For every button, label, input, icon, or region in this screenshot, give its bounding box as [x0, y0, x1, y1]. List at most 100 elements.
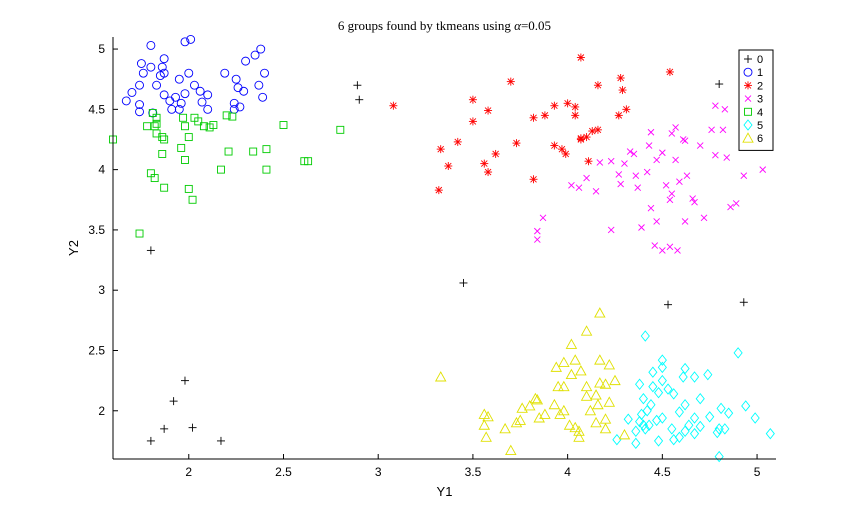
data-point — [582, 133, 591, 142]
data-point — [146, 62, 156, 72]
legend-marker — [744, 55, 752, 63]
data-point — [506, 77, 515, 86]
data-point — [158, 150, 167, 158]
data-point — [733, 347, 743, 359]
data-point — [640, 423, 650, 435]
x-tick-label: 3 — [375, 465, 382, 479]
data-point — [336, 125, 345, 134]
data-point — [659, 247, 666, 254]
data-point — [573, 431, 585, 442]
data-point — [529, 113, 538, 122]
data-point — [181, 156, 189, 164]
data-point — [444, 162, 453, 171]
data-point — [607, 157, 615, 165]
legend-marker — [742, 132, 754, 143]
chart-title-alpha: α — [514, 18, 522, 33]
data-point — [684, 419, 694, 431]
data-point — [592, 188, 600, 195]
data-point — [720, 423, 730, 435]
data-point — [691, 198, 698, 206]
data-point — [571, 102, 580, 111]
data-point — [635, 378, 645, 390]
data-point — [190, 80, 199, 90]
data-point — [135, 229, 144, 238]
data-point — [615, 171, 623, 178]
data-point — [609, 374, 621, 386]
chart-title: 6 groups found by tkmeans using α=0.05 — [338, 18, 551, 33]
data-point — [534, 236, 541, 243]
data-point — [593, 125, 602, 134]
data-point — [721, 106, 729, 113]
data-point — [434, 371, 447, 382]
series-0 — [146, 80, 748, 445]
data-point — [593, 81, 602, 90]
data-point — [529, 392, 542, 404]
data-point — [647, 204, 655, 212]
series-1 — [121, 34, 269, 118]
data-point — [262, 145, 271, 154]
legend-label: 5 — [757, 120, 763, 132]
y-tick-label: 3 — [98, 283, 105, 297]
data-point — [484, 168, 493, 177]
data-point — [603, 359, 616, 370]
data-point — [680, 399, 690, 411]
data-point — [695, 420, 705, 433]
data-point — [678, 371, 688, 383]
data-point — [482, 410, 494, 422]
data-point — [652, 414, 662, 427]
data-point — [653, 435, 664, 447]
data-point — [631, 437, 641, 450]
data-point — [653, 156, 660, 164]
data-point — [203, 104, 213, 114]
data-point — [510, 416, 523, 428]
legend-marker — [744, 107, 752, 116]
data-point — [159, 54, 169, 64]
data-point — [304, 157, 313, 166]
data-point — [689, 195, 696, 202]
data-point — [689, 427, 700, 440]
series-3 — [534, 102, 767, 254]
data-point — [157, 62, 167, 72]
data-point — [453, 137, 462, 146]
data-point — [138, 68, 148, 78]
data-point — [664, 300, 673, 309]
data-point — [674, 406, 684, 418]
data-point — [539, 408, 551, 419]
data-point — [674, 247, 681, 254]
data-point — [552, 380, 564, 392]
data-point — [666, 243, 674, 251]
data-point — [197, 97, 207, 107]
data-point — [668, 190, 676, 198]
data-point — [630, 150, 638, 158]
data-point — [705, 411, 715, 423]
legend-label: 1 — [757, 67, 763, 79]
data-point — [676, 178, 683, 186]
data-point — [478, 419, 491, 430]
data-point — [143, 122, 152, 131]
data-point — [741, 400, 751, 412]
data-point — [667, 423, 677, 435]
legend-label: 4 — [757, 107, 763, 119]
data-point — [176, 98, 186, 108]
legend-label: 6 — [757, 133, 763, 145]
y-tick-label: 2 — [98, 404, 105, 418]
data-point — [177, 143, 186, 152]
y-axis-title: Y2 — [66, 240, 81, 256]
data-point — [550, 101, 559, 110]
data-point — [712, 426, 722, 439]
data-point — [491, 149, 500, 158]
plot-area — [113, 37, 776, 459]
data-point — [480, 431, 492, 442]
data-point — [548, 398, 561, 410]
axis-ticks: 2 2.5 3 3.5 4 4.5 5 2 2.5 3 3.5 4 4.5 5 — [88, 42, 760, 479]
y-tick-label: 5 — [98, 42, 105, 56]
data-point — [644, 419, 654, 431]
data-point — [169, 397, 178, 406]
data-point — [550, 141, 559, 150]
data-point — [563, 99, 572, 108]
data-point — [220, 68, 230, 78]
data-point — [575, 184, 583, 192]
data-point — [160, 424, 169, 433]
data-point — [180, 376, 189, 385]
